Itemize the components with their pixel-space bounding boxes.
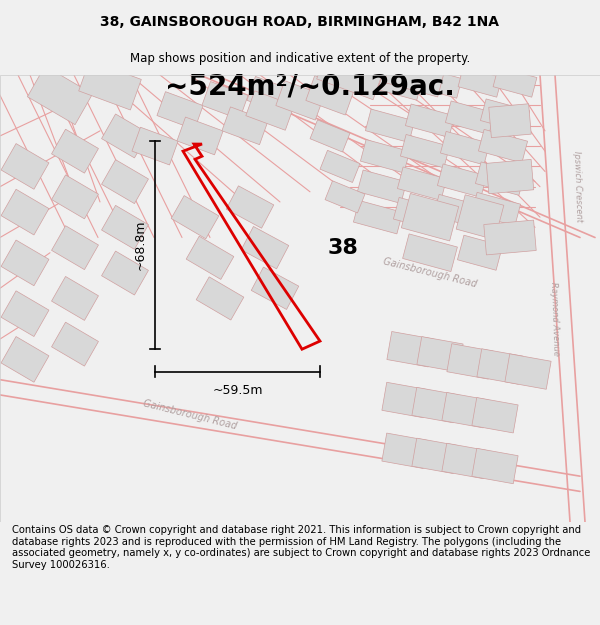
- Polygon shape: [320, 151, 360, 182]
- Polygon shape: [400, 134, 449, 168]
- Polygon shape: [437, 164, 487, 198]
- Polygon shape: [1, 336, 49, 382]
- Polygon shape: [472, 398, 518, 433]
- Text: Contains OS data © Crown copyright and database right 2021. This information is : Contains OS data © Crown copyright and d…: [12, 525, 590, 570]
- Polygon shape: [382, 433, 428, 469]
- Text: ~59.5m: ~59.5m: [212, 384, 263, 397]
- Polygon shape: [365, 109, 415, 142]
- Polygon shape: [358, 170, 407, 203]
- Text: 38, GAINSBOROUGH ROAD, BIRMINGHAM, B42 1NA: 38, GAINSBOROUGH ROAD, BIRMINGHAM, B42 1…: [101, 16, 499, 29]
- Polygon shape: [246, 91, 294, 130]
- Polygon shape: [202, 81, 248, 119]
- Polygon shape: [1, 291, 49, 336]
- Text: ~524m²/~0.129ac.: ~524m²/~0.129ac.: [165, 72, 455, 101]
- Polygon shape: [458, 67, 502, 97]
- Polygon shape: [478, 129, 527, 162]
- Polygon shape: [226, 186, 274, 228]
- Polygon shape: [505, 354, 551, 389]
- Polygon shape: [484, 220, 536, 255]
- Text: Ipswich Crescent: Ipswich Crescent: [572, 151, 584, 222]
- Polygon shape: [1, 189, 49, 235]
- Polygon shape: [251, 267, 299, 309]
- Text: ~68.8m: ~68.8m: [134, 220, 147, 271]
- Polygon shape: [442, 443, 488, 479]
- Polygon shape: [241, 226, 289, 269]
- Polygon shape: [387, 331, 433, 367]
- Polygon shape: [186, 236, 234, 279]
- Polygon shape: [493, 67, 537, 97]
- Polygon shape: [101, 251, 148, 295]
- Polygon shape: [457, 235, 503, 270]
- Polygon shape: [472, 192, 521, 226]
- Polygon shape: [412, 438, 458, 474]
- Polygon shape: [28, 66, 92, 124]
- Polygon shape: [171, 196, 219, 239]
- Polygon shape: [306, 76, 354, 115]
- Polygon shape: [382, 382, 428, 418]
- Polygon shape: [247, 76, 293, 114]
- Polygon shape: [52, 276, 98, 321]
- Polygon shape: [397, 167, 446, 201]
- Polygon shape: [486, 159, 534, 194]
- Text: Raymond Avenue: Raymond Avenue: [549, 282, 561, 356]
- Polygon shape: [325, 181, 365, 213]
- Polygon shape: [276, 81, 324, 120]
- Polygon shape: [222, 107, 268, 144]
- Polygon shape: [101, 159, 148, 204]
- Polygon shape: [403, 234, 457, 272]
- Polygon shape: [417, 337, 463, 372]
- Polygon shape: [456, 195, 504, 239]
- Polygon shape: [489, 104, 531, 138]
- Polygon shape: [394, 198, 443, 231]
- Polygon shape: [418, 68, 462, 98]
- Polygon shape: [412, 388, 458, 422]
- Polygon shape: [101, 114, 148, 158]
- Polygon shape: [477, 349, 523, 384]
- Polygon shape: [445, 101, 494, 134]
- Polygon shape: [52, 175, 98, 219]
- Polygon shape: [385, 53, 445, 97]
- Polygon shape: [52, 129, 98, 173]
- Polygon shape: [317, 50, 383, 100]
- Polygon shape: [353, 201, 403, 234]
- Polygon shape: [101, 206, 148, 249]
- Polygon shape: [472, 448, 518, 484]
- Polygon shape: [361, 139, 410, 173]
- Polygon shape: [79, 61, 142, 110]
- Polygon shape: [157, 92, 203, 129]
- Polygon shape: [433, 194, 482, 228]
- Polygon shape: [52, 226, 98, 269]
- Polygon shape: [378, 70, 422, 100]
- Text: Gainsborough Road: Gainsborough Road: [142, 399, 238, 432]
- Polygon shape: [401, 194, 458, 241]
- Polygon shape: [1, 240, 49, 286]
- Text: 38: 38: [328, 238, 359, 258]
- Polygon shape: [440, 131, 490, 165]
- Polygon shape: [447, 344, 493, 379]
- Text: Gainsborough Road: Gainsborough Road: [382, 256, 478, 289]
- Polygon shape: [475, 162, 524, 195]
- Polygon shape: [406, 104, 455, 138]
- Polygon shape: [310, 120, 350, 152]
- Polygon shape: [132, 127, 178, 165]
- Polygon shape: [1, 144, 49, 189]
- Polygon shape: [442, 392, 488, 428]
- Polygon shape: [52, 322, 98, 366]
- Text: Map shows position and indicative extent of the property.: Map shows position and indicative extent…: [130, 52, 470, 65]
- Polygon shape: [481, 99, 530, 132]
- Polygon shape: [196, 277, 244, 320]
- Polygon shape: [177, 117, 223, 155]
